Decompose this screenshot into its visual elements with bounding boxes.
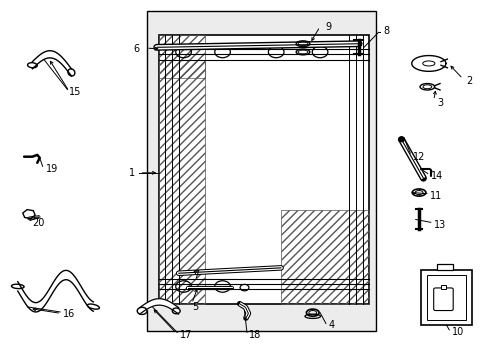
Text: 11: 11 [429, 191, 441, 201]
Text: 3: 3 [436, 98, 442, 108]
Circle shape [398, 137, 404, 141]
Text: 12: 12 [412, 152, 424, 162]
Text: 9: 9 [325, 22, 330, 32]
Text: 5: 5 [191, 302, 198, 312]
Bar [159, 60, 205, 279]
Text: 15: 15 [69, 87, 81, 97]
Text: 10: 10 [451, 327, 463, 337]
Bar [280, 210, 368, 304]
Text: 17: 17 [180, 330, 192, 340]
Bar [420, 270, 471, 325]
Text: 13: 13 [433, 220, 445, 230]
Text: 2: 2 [466, 76, 471, 86]
Bar [440, 285, 446, 289]
Text: 1: 1 [128, 168, 135, 178]
Text: 6: 6 [133, 44, 140, 54]
Bar [426, 275, 465, 320]
Text: 7: 7 [193, 270, 199, 280]
Bar [436, 264, 452, 270]
Text: 4: 4 [328, 320, 334, 330]
Bar [147, 12, 375, 330]
Text: 16: 16 [63, 310, 75, 319]
Text: 19: 19 [45, 164, 58, 174]
Bar [159, 35, 368, 304]
Text: 18: 18 [249, 330, 261, 340]
Bar [159, 35, 205, 78]
Text: 14: 14 [430, 171, 442, 181]
Text: 8: 8 [383, 26, 389, 36]
Bar [159, 279, 205, 304]
Text: 20: 20 [32, 218, 45, 228]
